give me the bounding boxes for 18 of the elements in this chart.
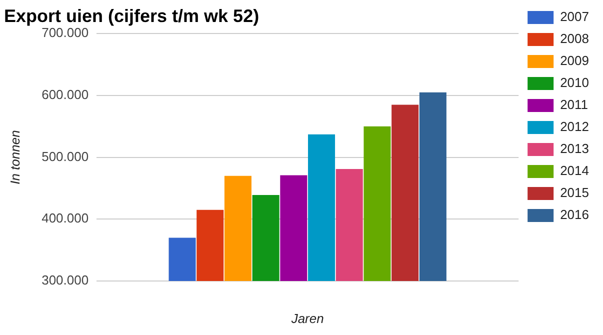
y-tick-label: 500.000 (42, 148, 89, 164)
legend-label: 2007 (560, 9, 589, 24)
legend-label: 2008 (560, 31, 589, 46)
legend-label: 2011 (560, 97, 588, 112)
legend-label: 2009 (560, 53, 589, 68)
y-tick-label: 300.000 (42, 272, 89, 288)
legend-label: 2015 (560, 185, 589, 200)
legend-label: 2012 (560, 119, 589, 134)
y-tick-label: 700.000 (42, 25, 89, 40)
legend-label: 2016 (560, 207, 589, 222)
legend-label: 2014 (560, 163, 589, 178)
y-axis-title: In tonnen (7, 130, 22, 184)
x-axis-title: Jaren (290, 310, 324, 326)
legend-label: 2013 (560, 141, 589, 156)
chart-title: Export uien (cijfers t/m wk 52) (4, 6, 260, 26)
y-tick-label: 400.000 (42, 210, 89, 226)
legend-label: 2010 (560, 75, 589, 90)
y-tick-label: 600.000 (42, 87, 89, 102)
